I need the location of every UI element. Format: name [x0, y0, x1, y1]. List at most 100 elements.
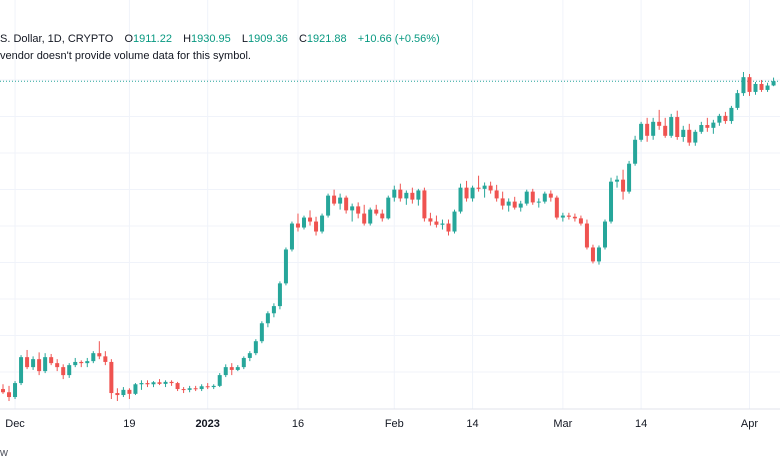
- candle: [609, 177, 614, 224]
- candle: [518, 200, 523, 212]
- candle: [145, 380, 150, 388]
- candle: [229, 363, 234, 376]
- candle: [181, 387, 186, 394]
- candle-body: [422, 190, 427, 219]
- candle: [705, 117, 710, 132]
- candle-body: [633, 139, 638, 164]
- candle-body: [1, 389, 5, 393]
- candle-body: [699, 125, 704, 132]
- candle: [386, 195, 391, 220]
- candle-body: [512, 201, 517, 208]
- candle: [277, 281, 282, 310]
- candle-body: [61, 367, 66, 376]
- candle-body: [603, 221, 607, 248]
- candle: [73, 357, 78, 368]
- candle-body: [241, 357, 246, 368]
- candle-body: [235, 367, 240, 370]
- candle: [458, 183, 463, 214]
- candle: [530, 188, 535, 205]
- candle: [295, 213, 300, 232]
- candle-body: [488, 185, 493, 191]
- candle: [512, 196, 517, 210]
- candle: [747, 73, 752, 96]
- candle: [669, 113, 674, 138]
- candle-body: [13, 383, 18, 398]
- candle-body: [705, 125, 710, 128]
- candle-body: [590, 247, 595, 262]
- x-tick-label: 14: [635, 418, 647, 430]
- candle: [657, 109, 662, 130]
- candle-body: [621, 179, 626, 192]
- candle-body: [211, 385, 216, 388]
- candle: [446, 219, 451, 236]
- candle-body: [771, 81, 776, 86]
- candle-body: [560, 215, 565, 218]
- candle: [217, 373, 222, 388]
- candle-body: [428, 218, 433, 222]
- candle: [410, 187, 415, 204]
- candle: [645, 117, 650, 142]
- candle-body: [109, 361, 114, 394]
- candle: [13, 381, 18, 400]
- candle-body: [645, 123, 650, 136]
- candle-body: [416, 190, 421, 200]
- candle-body: [356, 206, 361, 214]
- candle-body: [741, 77, 746, 94]
- candle: [476, 175, 481, 192]
- candle-body: [338, 197, 343, 204]
- candle-body: [639, 123, 644, 140]
- candle-body: [7, 392, 12, 398]
- candle-body: [596, 247, 601, 262]
- x-tick-label: 16: [292, 418, 304, 430]
- candle-body: [729, 107, 734, 122]
- candle-body: [169, 381, 174, 384]
- candle-body: [49, 357, 54, 364]
- candle: [675, 110, 680, 140]
- candle-body: [350, 206, 355, 211]
- candle: [37, 352, 42, 376]
- candle-body: [735, 93, 740, 108]
- candle: [482, 182, 487, 198]
- candle: [61, 364, 66, 380]
- candle: [241, 356, 246, 370]
- candle-body: [187, 388, 192, 390]
- volume-notice: vendor doesn't provide volume data for t…: [0, 50, 251, 62]
- candle: [115, 388, 120, 402]
- candle-body: [223, 367, 228, 376]
- candle-body: [717, 115, 722, 123]
- candle: [470, 185, 475, 202]
- candle: [302, 215, 306, 230]
- candle: [380, 209, 385, 222]
- candle: [121, 387, 126, 398]
- candle-body: [627, 163, 632, 192]
- candle-body: [332, 195, 337, 204]
- candle: [91, 351, 96, 364]
- candle: [289, 221, 294, 252]
- candle-body: [482, 185, 487, 189]
- candle: [633, 135, 638, 166]
- candle: [320, 213, 325, 234]
- open-value: 1911.22: [133, 33, 172, 45]
- candles: [1, 71, 776, 402]
- candle: [494, 184, 499, 202]
- candle-body: [55, 363, 60, 368]
- candle: [687, 123, 692, 146]
- candle: [404, 190, 409, 205]
- candle-body: [506, 201, 511, 206]
- candle-body: [404, 192, 409, 199]
- candle-body: [25, 357, 30, 368]
- x-tick-label: 14: [466, 418, 478, 430]
- candle: [488, 181, 493, 194]
- candle: [621, 169, 626, 200]
- candle-body: [115, 393, 120, 396]
- candle: [211, 384, 216, 390]
- candle: [283, 247, 288, 286]
- candle-body: [362, 213, 367, 224]
- candle: [566, 212, 571, 220]
- candle: [398, 183, 403, 202]
- candle-body: [554, 197, 559, 218]
- candle-body: [687, 129, 692, 143]
- candle: [440, 219, 445, 230]
- candle: [536, 198, 541, 208]
